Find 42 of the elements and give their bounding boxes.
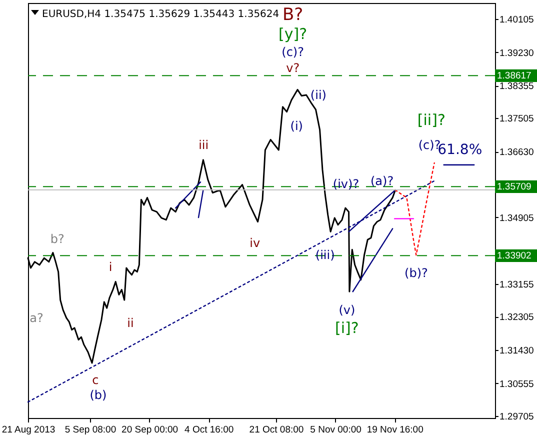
annotation: [y]? (278, 25, 308, 43)
y-tick-label: 1.30555 (500, 378, 534, 390)
ref-line-label: 1.38617 (497, 70, 532, 82)
line-series (394, 162, 435, 256)
ref-line-label: 1.33902 (497, 250, 532, 262)
y-tick-label: 1.32305 (500, 312, 534, 324)
x-tick-label: 19 Nov 16:00 (366, 424, 424, 436)
annotation: v? (286, 61, 300, 75)
annotation: [i]? (335, 319, 359, 337)
annotation: c (92, 373, 99, 387)
annotation: b? (50, 232, 64, 246)
annotation: (v) (338, 303, 356, 317)
x-tick-label: 4 Oct 16:00 (184, 424, 234, 436)
annotation: i (108, 260, 112, 274)
annotation: iii (198, 138, 209, 152)
y-tick-label: 1.40105 (500, 14, 534, 26)
annotation: (i) (290, 119, 303, 133)
annotation: (c)? (282, 45, 304, 59)
x-tick-label: 5 Nov 00:00 (310, 424, 362, 436)
annotation: (b) (90, 388, 107, 402)
x-tick-label: 20 Sep 00:00 (122, 424, 178, 436)
y-tick-label: 1.39230 (500, 48, 534, 59)
y-tick-label: 1.37505 (500, 114, 534, 125)
x-tick-label: 21 Aug 2013 (2, 424, 56, 436)
y-tick-label: 1.36630 (500, 147, 534, 158)
annotation: [ii]? (417, 111, 446, 129)
y-tick-label: 1.29705 (500, 411, 534, 422)
annotation: ii (127, 316, 134, 330)
y-tick-label: 1.34905 (500, 212, 534, 224)
annotation: (b)? (404, 266, 428, 280)
text: EURUSD,H4 1.35475 1.35629 1.35443 1.35624 (42, 9, 280, 20)
annotation: (ii) (310, 88, 326, 102)
y-tick-label: 1.31430 (500, 346, 534, 357)
annotation: iv (250, 236, 260, 250)
ref-line-label: 1.35709 (497, 182, 532, 193)
y-tick-label: 1.33155 (500, 280, 534, 291)
annotation: a? (30, 311, 44, 325)
annotation: B? (282, 5, 304, 25)
x-tick-label: 21 Oct 08:00 (249, 424, 304, 436)
y-tick-label: 1.38355 (500, 81, 534, 92)
x-tick-label: 5 Sep 08:00 (64, 424, 116, 436)
annotation: (a)? (370, 174, 394, 188)
